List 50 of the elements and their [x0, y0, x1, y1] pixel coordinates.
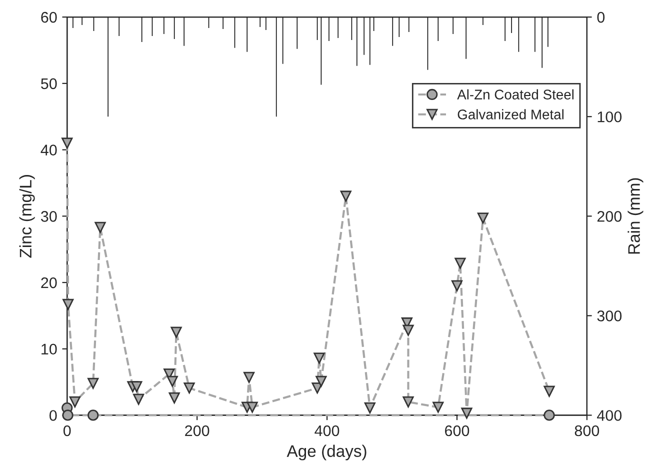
y-tick-label: 40 [40, 144, 57, 156]
point [243, 372, 255, 383]
point [133, 394, 144, 405]
y-tick-label: 0 [49, 410, 57, 421]
point [62, 410, 74, 421]
point [364, 402, 376, 414]
legend-label: Al-Zn Coated Steel [457, 89, 574, 100]
y-tick-label: 50 [41, 78, 57, 90]
point [184, 382, 195, 394]
point [131, 381, 142, 392]
point [544, 386, 555, 397]
y2-tick-label: 200 [597, 211, 622, 222]
point [402, 396, 414, 408]
point [461, 408, 472, 419]
x-tick-label: 400 [314, 425, 340, 436]
x-tick-label: 800 [574, 425, 600, 436]
point [454, 258, 466, 269]
point [432, 402, 444, 413]
point [477, 212, 489, 224]
point [69, 396, 80, 408]
y-tick-label: 10 [42, 344, 57, 355]
point [246, 402, 258, 413]
point [62, 298, 74, 310]
point [316, 376, 327, 387]
point [170, 326, 182, 338]
point [62, 138, 73, 149]
y-axis-title: Zinc (mg/L) [19, 175, 35, 258]
y2-tick-label: 100 [598, 111, 622, 122]
y-tick-label: 30 [40, 211, 57, 222]
y2-tick-label: 0 [597, 12, 605, 23]
x-tick-label: 0 [63, 425, 71, 436]
x-axis-title: Age (days) [286, 444, 366, 460]
y2-axis-title: Rain (mm) [628, 178, 644, 254]
point [88, 378, 99, 389]
point [94, 222, 106, 233]
point [451, 280, 463, 292]
x-tick-label: 200 [185, 425, 210, 436]
legend-label: Galvanized Metal [458, 109, 564, 120]
y-tick-label: 20 [41, 277, 57, 288]
point [340, 190, 352, 202]
y2-tick-label: 400 [597, 410, 622, 421]
point [88, 410, 99, 421]
x-tick-label: 600 [445, 425, 470, 436]
point [168, 392, 180, 404]
point [402, 324, 414, 336]
point [166, 376, 178, 387]
point [314, 352, 325, 364]
point [544, 410, 555, 421]
y2-tick-label: 300 [597, 310, 622, 322]
y-tick-label: 60 [41, 12, 57, 23]
